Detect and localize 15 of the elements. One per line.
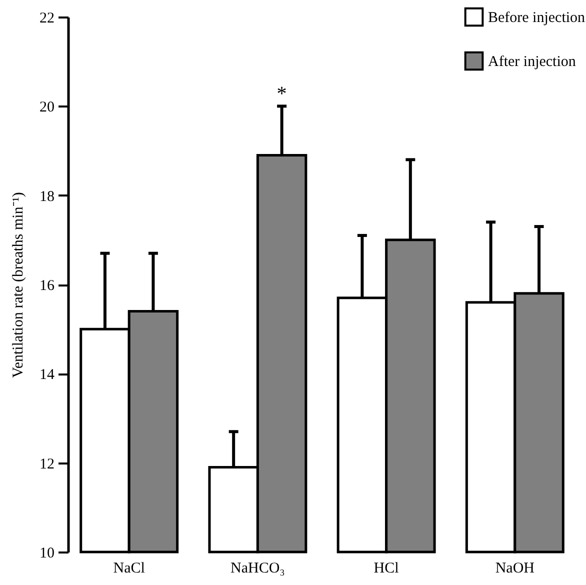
y-tick-label: 14 (40, 367, 55, 384)
y-tick-label: 18 (40, 188, 54, 205)
x-tick-label: NaHCO₃ (230, 560, 285, 576)
legend-label: Before injection (488, 10, 586, 26)
y-tick-label: 16 (40, 278, 55, 294)
x-tick-label: NaOH (495, 560, 535, 576)
y-tick-label: 20 (40, 100, 54, 116)
x-tick-label: HCl (374, 560, 399, 576)
x-tick-label: NaCl (113, 560, 145, 576)
y-tick-label: 10 (40, 546, 54, 562)
y-axis-title: Ventilation rate (breaths min⁻¹) (10, 192, 26, 378)
y-tick-label: 12 (40, 456, 54, 472)
y-tick-label: 22 (40, 10, 54, 26)
legend-label: After injection (488, 54, 576, 70)
annotation: * (276, 83, 287, 106)
